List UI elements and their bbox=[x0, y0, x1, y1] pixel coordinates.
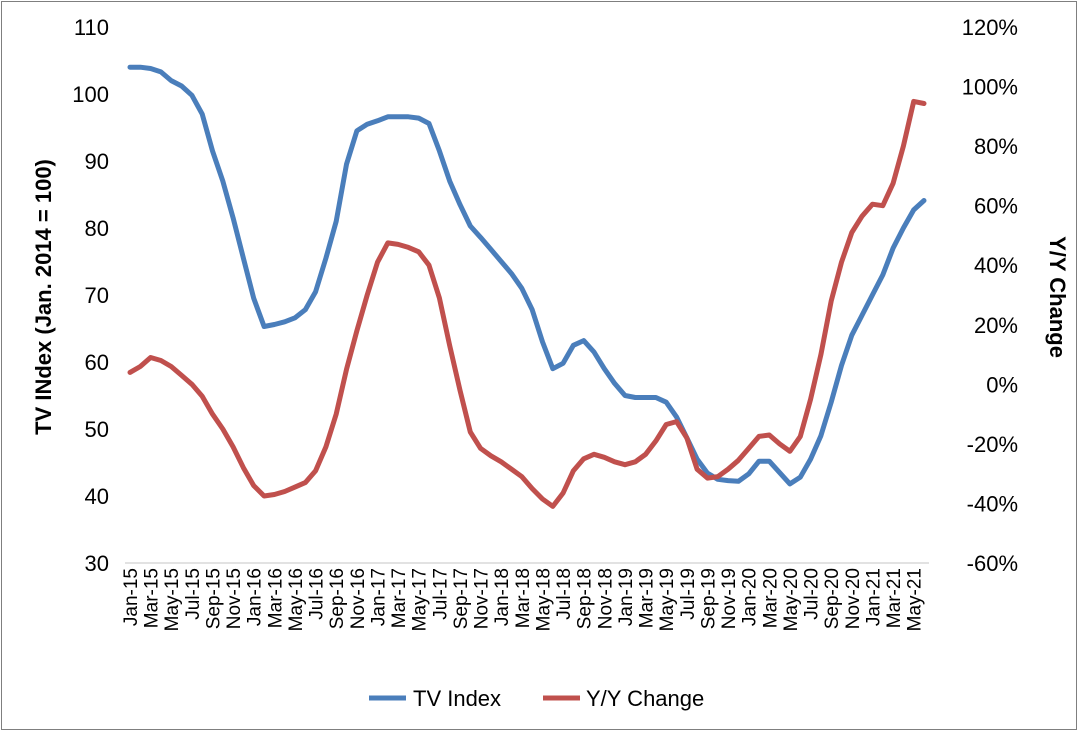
left-tick-label: 90 bbox=[85, 149, 109, 174]
right-tick-label: 80% bbox=[974, 134, 1018, 159]
x-tick-label: Mar-18 bbox=[513, 568, 534, 628]
x-tick-label: Mar-15 bbox=[142, 568, 163, 628]
right-tick-label: 120% bbox=[962, 15, 1018, 40]
x-axis: Jan-15 Mar-15 May-15 Jul-15 Sep-15 Nov-15 Jan-… bbox=[121, 568, 926, 631]
left-tick-label: 40 bbox=[85, 484, 109, 509]
left-axis: 110 100 90 80 70 60 50 40 30 bbox=[72, 15, 109, 576]
x-tick-label: Jul-16 bbox=[307, 568, 328, 620]
legend-label-yy-change: Y/Y Change bbox=[586, 686, 704, 711]
x-tick-label: Nov-20 bbox=[843, 568, 864, 629]
x-tick-label: May-18 bbox=[533, 568, 554, 631]
right-tick-label: 60% bbox=[974, 194, 1018, 219]
left-axis-title: TV INdex (Jan. 2014 = 100) bbox=[31, 159, 56, 435]
x-tick-label: Jan-18 bbox=[492, 568, 513, 626]
series-group bbox=[127, 64, 927, 509]
x-tick-label: Nov-15 bbox=[224, 568, 245, 629]
x-tick-label: Jan-19 bbox=[616, 568, 637, 626]
x-tick-label: Mar-16 bbox=[265, 568, 286, 628]
legend-label-tv-index: TV Index bbox=[413, 686, 501, 711]
left-tick-label: 70 bbox=[85, 283, 109, 308]
x-tick-label: Nov-18 bbox=[595, 568, 616, 629]
x-tick-label: Nov-19 bbox=[719, 568, 740, 629]
left-tick-label: 110 bbox=[74, 15, 109, 40]
series-line-yy-change bbox=[127, 98, 927, 509]
x-tick-label: Mar-21 bbox=[884, 568, 905, 628]
x-tick-label: May-19 bbox=[657, 568, 678, 631]
x-tick-label: Mar-20 bbox=[760, 568, 781, 628]
x-tick-label: Jan-20 bbox=[740, 568, 761, 626]
x-tick-label: Jan-21 bbox=[863, 568, 884, 626]
legend: TV Index Y/Y Change bbox=[369, 686, 704, 711]
x-tick-label: May-16 bbox=[286, 568, 307, 631]
x-tick-label: May-15 bbox=[162, 568, 183, 631]
x-tick-label: Jan-16 bbox=[245, 568, 266, 626]
x-tick-label: Jan-15 bbox=[121, 568, 142, 626]
series-line-tv-index bbox=[127, 64, 927, 487]
x-tick-label: Sep-18 bbox=[575, 568, 596, 629]
right-tick-label: 40% bbox=[974, 253, 1018, 278]
x-tick-label: Jan-17 bbox=[368, 568, 389, 626]
left-tick-label: 80 bbox=[85, 216, 109, 241]
x-tick-label: Sep-20 bbox=[822, 568, 843, 629]
x-tick-label: Jul-15 bbox=[183, 568, 204, 620]
right-tick-label: 20% bbox=[974, 313, 1018, 338]
right-tick-label: 100% bbox=[962, 75, 1018, 100]
left-tick-label: 50 bbox=[85, 417, 109, 442]
right-axis: 120% 100% 80% 60% 40% 20% 0% -20% -40% -60% bbox=[962, 15, 1018, 576]
right-axis-title: Y/Y Change bbox=[1045, 236, 1070, 358]
x-tick-label: Jul-18 bbox=[554, 568, 575, 620]
x-tick-label: Nov-17 bbox=[472, 568, 493, 629]
x-tick-label: Sep-16 bbox=[327, 568, 348, 629]
right-tick-label: -20% bbox=[967, 432, 1018, 457]
right-tick-label: 0% bbox=[986, 372, 1018, 397]
right-tick-label: -40% bbox=[967, 491, 1018, 516]
x-tick-label: Sep-17 bbox=[451, 568, 472, 629]
left-tick-label: 60 bbox=[85, 350, 109, 375]
right-tick-label: -60% bbox=[967, 551, 1018, 576]
x-tick-label: Sep-15 bbox=[203, 568, 224, 629]
x-tick-label: May-21 bbox=[905, 568, 926, 631]
left-tick-label: 30 bbox=[85, 551, 109, 576]
x-tick-label: Sep-19 bbox=[698, 568, 719, 629]
x-tick-label: May-17 bbox=[410, 568, 431, 631]
x-tick-label: Mar-19 bbox=[637, 568, 658, 628]
x-tick-label: May-20 bbox=[781, 568, 802, 631]
x-tick-label: Nov-16 bbox=[348, 568, 369, 629]
x-tick-label: Jul-20 bbox=[802, 568, 823, 620]
left-tick-label: 100 bbox=[72, 82, 109, 107]
x-tick-label: Mar-17 bbox=[389, 568, 410, 628]
x-tick-label: Jul-17 bbox=[430, 568, 451, 620]
x-tick-label: Jul-19 bbox=[678, 568, 699, 620]
